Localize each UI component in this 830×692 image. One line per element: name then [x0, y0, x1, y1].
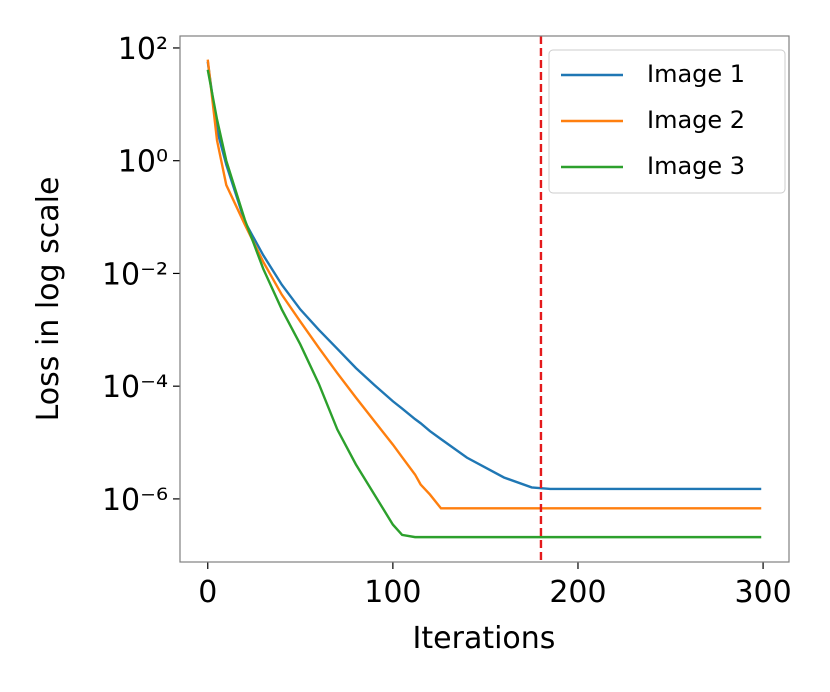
plot-area [206, 59, 762, 539]
y-tick-label: 10⁻² [102, 257, 168, 292]
y-tick-label: 10² [118, 32, 168, 67]
legend-label: Image 3 [647, 152, 745, 180]
line [206, 61, 762, 491]
x-tick-label: 0 [198, 575, 217, 610]
x-axis-label: Iterations [413, 621, 556, 656]
legend-box [548, 49, 786, 194]
plot-frame [179, 35, 790, 563]
y-tick-label: 10⁰ [118, 145, 168, 180]
y-tick-label: 10⁻⁴ [102, 370, 168, 405]
y-tick-label: 10⁻⁶ [102, 483, 168, 518]
x-tick-label: 200 [549, 575, 606, 610]
legend-label: Image 2 [647, 106, 745, 134]
y-axis-label: Loss in log scale [31, 177, 66, 422]
x-tick-label: 300 [734, 575, 791, 610]
line [206, 69, 762, 539]
x-tick-label: 100 [364, 575, 421, 610]
legend-label: Image 1 [647, 60, 745, 88]
